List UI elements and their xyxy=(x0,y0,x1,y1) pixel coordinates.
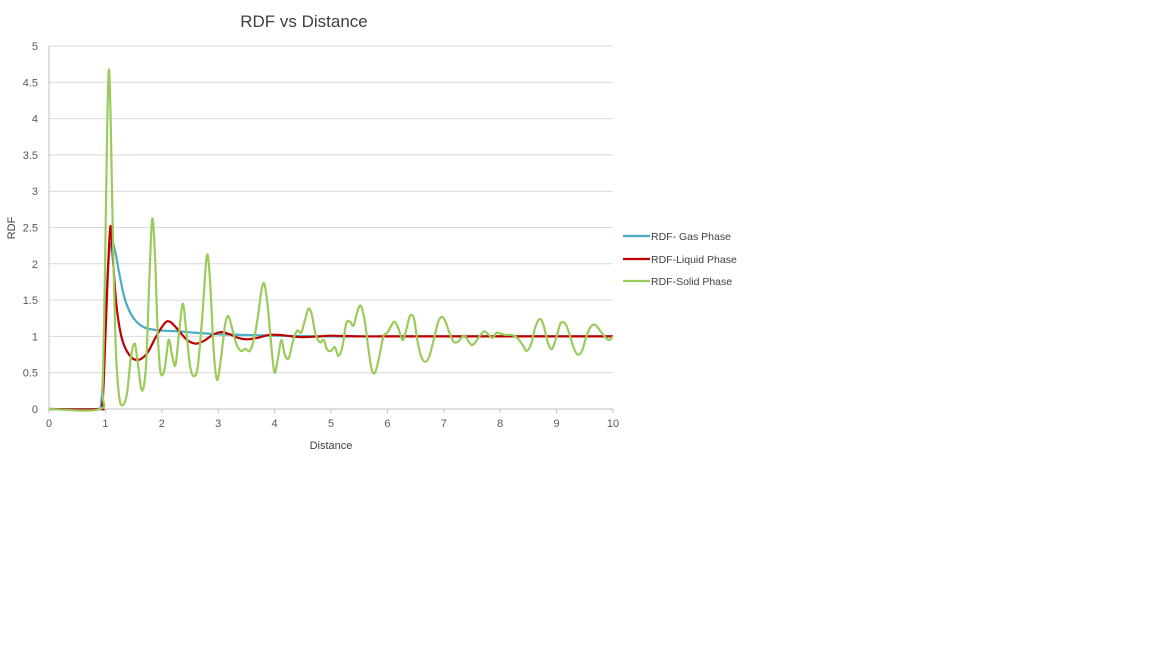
y-tick-label: 0 xyxy=(32,404,38,416)
y-tick-label: 3.5 xyxy=(23,150,38,162)
legend: RDF- Gas Phase RDF-Liquid Phase RDF-Solid … xyxy=(623,231,737,288)
series-line-solid xyxy=(48,68,614,412)
y-tick-label: 5 xyxy=(32,41,38,53)
x-tick-label: 4 xyxy=(272,418,278,430)
x-tick-label: 10 xyxy=(607,418,619,430)
legend-label-solid: RDF-Solid Phase xyxy=(651,276,732,288)
y-tick-label: 2 xyxy=(32,259,38,271)
x-tick-label: 2 xyxy=(159,418,165,430)
y-axis-title: RDF xyxy=(6,216,18,239)
series-line-gas xyxy=(48,240,613,411)
x-axis-title: Distance xyxy=(310,440,353,452)
legend-label-gas: RDF- Gas Phase xyxy=(651,231,731,243)
x-tick-label: 8 xyxy=(497,418,503,430)
gridlines xyxy=(49,45,613,374)
x-tick-label: 1 xyxy=(102,418,108,430)
chart-title: RDF vs Distance xyxy=(240,12,368,31)
y-tick-label: 4.5 xyxy=(23,77,38,89)
x-tick-label: 9 xyxy=(554,418,560,430)
y-tick-label: 2.5 xyxy=(23,223,38,235)
y-tick-label: 1.5 xyxy=(23,295,38,307)
legend-label-liquid: RDF-Liquid Phase xyxy=(651,254,737,266)
y-tick-label: 4 xyxy=(32,114,38,126)
series-lines xyxy=(48,68,614,412)
y-tick-labels: 0 0.5 1 1.5 2 2.5 3 3.5 4 4.5 5 xyxy=(23,41,38,416)
y-tick-label: 3 xyxy=(32,186,38,198)
y-tick-label: 1 xyxy=(32,331,38,343)
x-tick-label: 7 xyxy=(441,418,447,430)
x-tick-label: 5 xyxy=(328,418,334,430)
x-tick-label: 3 xyxy=(215,418,221,430)
x-tick-label: 6 xyxy=(384,418,390,430)
x-tick-labels: 0 1 2 3 4 5 6 7 8 9 10 xyxy=(46,409,619,430)
y-tick-label: 0.5 xyxy=(23,368,38,380)
x-tick-label: 0 xyxy=(46,418,52,430)
